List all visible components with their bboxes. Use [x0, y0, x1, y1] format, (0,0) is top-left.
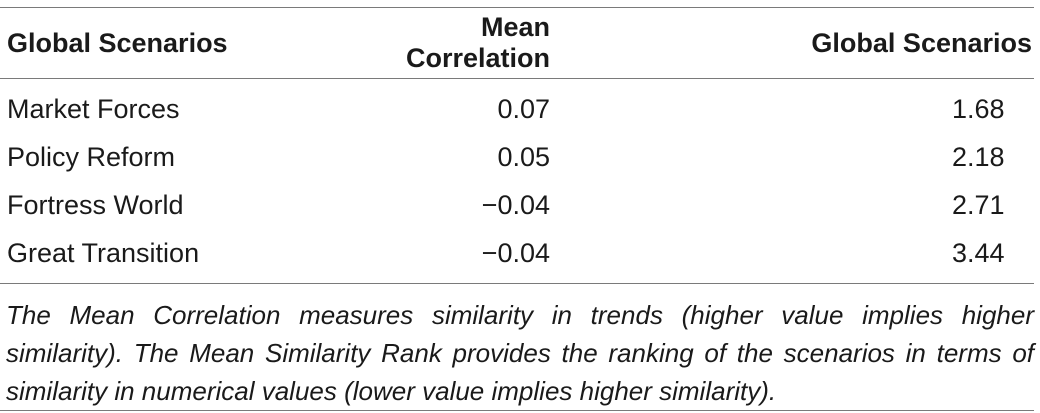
mean-correlation-value: 0.07 — [497, 93, 550, 124]
scenario-name: Policy Reform — [7, 141, 176, 172]
table-row: Great Transition −0.04 3.44 — [0, 229, 1034, 284]
header-global-scenarios-rank: Global Scenarios — [811, 27, 1032, 58]
mean-correlation-value: 0.05 — [497, 141, 550, 172]
scenario-name: Fortress World — [7, 189, 184, 220]
header-mean-correlation: Mean Correlation — [405, 12, 550, 73]
results-table-container: Global Scenarios Mean Correlation Global… — [0, 7, 1034, 284]
table-body: Market Forces 0.07 1.68 Policy Reform 0.… — [0, 79, 1034, 284]
mean-correlation-value: −0.04 — [481, 189, 550, 220]
header-row: Global Scenarios Mean Correlation Global… — [0, 7, 1034, 79]
similarity-rank-value: 2.18 — [952, 141, 1005, 172]
similarity-rank-value: 1.68 — [952, 93, 1005, 124]
table-footnote: The Mean Correlation measures similarity… — [6, 300, 1034, 406]
table-row: Fortress World −0.04 2.71 — [0, 181, 1034, 229]
header-global-scenarios: Global Scenarios — [7, 27, 228, 58]
scenario-name: Great Transition — [7, 237, 200, 268]
similarity-rank-value: 2.71 — [952, 189, 1005, 220]
mean-correlation-value: −0.04 — [481, 237, 550, 268]
table-row: Policy Reform 0.05 2.18 — [0, 133, 1034, 181]
similarity-rank-value: 3.44 — [952, 237, 1005, 268]
table-row: Market Forces 0.07 1.68 — [0, 79, 1034, 134]
table-header: Global Scenarios Mean Correlation Global… — [0, 7, 1034, 79]
scenario-name: Market Forces — [7, 93, 180, 124]
bottom-rule-divider — [0, 410, 1034, 411]
scenario-similarity-table: Global Scenarios Mean Correlation Global… — [0, 7, 1034, 284]
